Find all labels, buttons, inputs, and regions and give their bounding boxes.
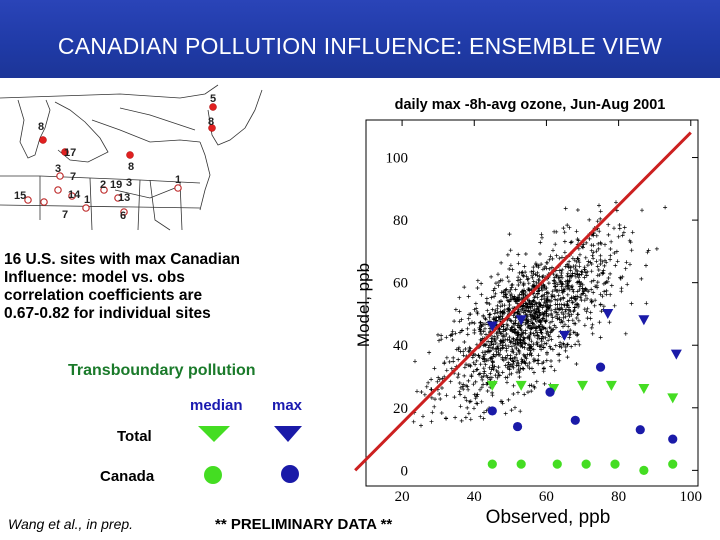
canada-max-point (595, 362, 606, 372)
site-label: 13 (118, 192, 130, 204)
description-line: 16 U.S. sites with max Canadian (4, 251, 241, 268)
legend-row-total: Total (117, 428, 152, 445)
site-label: 3 (126, 177, 132, 189)
canada-median-point (487, 459, 497, 469)
site-label: 8 (128, 161, 134, 173)
legend-total-median-marker (198, 426, 230, 442)
citation: Wang et al., in prep. (8, 516, 134, 532)
chart-title: daily max -8h-avg ozone, Jun-Aug 2001 (395, 97, 666, 113)
y-axis-label: Model, ppb (354, 263, 373, 347)
site-label: 6 (120, 210, 126, 222)
site-label: 14 (68, 189, 81, 201)
plot-frame (365, 119, 699, 487)
x-tick-label: 20 (395, 489, 410, 505)
legend-canada-median-marker (204, 466, 222, 484)
site-description: 16 U.S. sites with max Canadian Influenc… (4, 251, 324, 323)
total-max-point (638, 315, 650, 326)
total-median-point (577, 380, 589, 391)
legend-col-max: max (272, 397, 303, 414)
total-max-point (670, 349, 682, 360)
total-median-point (638, 384, 650, 395)
site-label: 17 (64, 147, 76, 159)
x-tick-label: 60 (539, 489, 554, 505)
site-label: 1 (175, 174, 181, 186)
preliminary-note: ** PRELIMINARY DATA ** (215, 516, 393, 533)
total-median-point (605, 380, 617, 391)
canada-median-point (516, 459, 526, 469)
canada-median-point (581, 459, 591, 469)
canada-max-point (545, 387, 555, 397)
site-label: 7 (70, 171, 76, 183)
y-tick-label: 20 (393, 401, 408, 417)
y-tick-label: 40 (393, 338, 408, 354)
x-tick-label: 40 (467, 489, 482, 505)
y-tick-label: 100 (386, 151, 409, 167)
canada-median-point (639, 465, 649, 475)
site-label: 5 (210, 93, 216, 105)
x-axis-label: Observed, ppb (486, 507, 611, 528)
background-points (411, 200, 668, 428)
legend-markers (198, 426, 302, 484)
y-tick-label: 80 (393, 213, 408, 229)
title-bar: CANADIAN POLLUTION INFLUENCE: ENSEMBLE V… (0, 0, 720, 78)
site-map: 5 8 8 1 17 3 8 7 19 2 1 15 14 13 3 7 6 (0, 80, 300, 238)
canada-median-point (552, 459, 562, 469)
site-label: 1 (84, 194, 90, 206)
total-median-point (486, 380, 498, 391)
site-label: 8 (208, 116, 214, 128)
series-layer (486, 308, 682, 475)
site-label: 3 (55, 163, 61, 175)
canada-median-point (610, 459, 620, 469)
y-tick-label: 60 (393, 276, 408, 292)
total-max-point (602, 308, 614, 319)
total-median-point (548, 384, 560, 395)
description-line: correlation coefficients are (4, 287, 203, 304)
legend-col-median: median (190, 397, 243, 414)
canada-max-point (635, 425, 645, 435)
legend-canada-max-marker (281, 465, 299, 483)
description-line: 0.67-0.82 for individual sites (4, 305, 211, 322)
legend-total-max-marker (274, 426, 302, 442)
legend-row-canada: Canada (100, 468, 155, 485)
site-label: 2 (100, 179, 106, 191)
canada-max-point (570, 415, 580, 425)
total-median-point (515, 380, 527, 391)
description-line: Influence: model vs. obs (4, 269, 185, 286)
total-max-point (486, 321, 498, 332)
background-point-cloud (411, 200, 668, 428)
site-label: 19 (110, 179, 122, 191)
site-label: 8 (38, 121, 44, 133)
site-label: 7 (62, 209, 68, 221)
y-tick-label: 0 (401, 463, 409, 479)
canada-max-point (668, 434, 678, 444)
one-to-one-line (354, 131, 692, 472)
x-tick-label: 100 (680, 489, 703, 505)
slide-title: CANADIAN POLLUTION INFLUENCE: ENSEMBLE V… (57, 33, 663, 59)
total-max-point (515, 315, 527, 326)
canada-max-point (512, 421, 523, 432)
legend-heading: Transboundary pollution (68, 362, 256, 379)
site-label: 15 (14, 190, 26, 202)
canada-max-point (487, 406, 497, 416)
tick-layer: 0 20 40 60 80 100 20 40 60 80 100 (386, 120, 703, 505)
x-tick-label: 80 (611, 489, 626, 505)
total-max-point (558, 330, 570, 341)
total-median-point (667, 393, 679, 404)
canada-median-point (668, 459, 678, 469)
